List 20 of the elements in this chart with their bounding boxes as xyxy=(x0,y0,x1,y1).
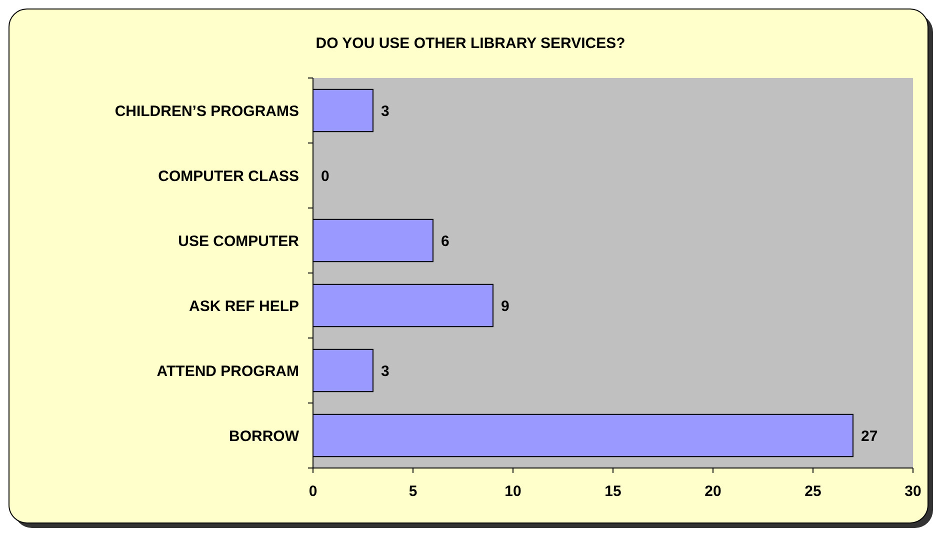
data-label: 3 xyxy=(381,102,390,120)
data-label: 9 xyxy=(501,298,510,315)
x-tick-label: 0 xyxy=(308,483,318,500)
y-tick-label: ATTEND PROGRAM xyxy=(156,362,299,380)
x-tick-label: 25 xyxy=(804,483,822,500)
x-tick-label: 5 xyxy=(408,483,418,500)
y-tick-label: USE COMPUTER xyxy=(178,232,300,250)
x-tick-label: 30 xyxy=(904,483,922,500)
y-tick-label: ASK REF HELP xyxy=(188,298,299,315)
y-tick-label: CHILDREN’S PROGRAMS xyxy=(114,102,299,120)
y-tick-label: COMPUTER CLASS xyxy=(158,168,299,185)
x-tick-label: 15 xyxy=(604,483,622,500)
y-tick-label: BORROW xyxy=(229,428,300,445)
chart-title: DO YOU USE OTHER LIBRARY SERVICES? xyxy=(316,35,626,52)
data-label: 27 xyxy=(861,428,878,445)
x-tick-label: 20 xyxy=(704,483,722,500)
data-label: 3 xyxy=(381,362,390,380)
data-label: 6 xyxy=(441,232,450,250)
x-tick-label: 10 xyxy=(504,483,522,500)
data-label: 0 xyxy=(321,168,330,185)
